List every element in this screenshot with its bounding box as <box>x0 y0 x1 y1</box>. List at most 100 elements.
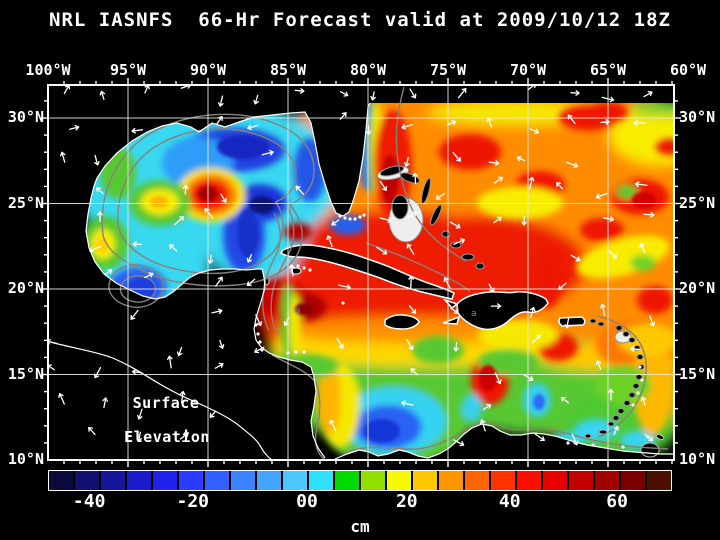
islet-speck <box>302 350 306 354</box>
small-island <box>655 434 665 440</box>
colorbar <box>48 470 672 491</box>
islet-speck <box>341 301 345 305</box>
gray-contour <box>101 113 315 287</box>
axis-ticks <box>41 78 681 467</box>
small-island <box>461 253 475 261</box>
lon-label-100: 100°W <box>25 61 71 79</box>
gray-contour <box>271 354 325 460</box>
coastline <box>334 423 674 460</box>
colorbar-cell-5 <box>179 471 203 490</box>
islet-speck <box>294 350 298 354</box>
colorbar-cell-11 <box>335 471 359 490</box>
current-vectors <box>48 85 656 447</box>
islet-speck <box>621 445 625 449</box>
colorbar-cell-16 <box>465 471 489 490</box>
small-island <box>430 204 442 226</box>
islet-speck <box>343 216 347 220</box>
lat-label-right-30: 30°N <box>679 108 716 126</box>
colorbar-tick-60: 60 <box>606 491 628 512</box>
colorbar-tick-40: 40 <box>498 491 521 512</box>
small-island <box>290 267 302 275</box>
colorbar-cell-20 <box>569 471 593 490</box>
colorbar-cell-10 <box>309 471 333 490</box>
lat-label-right-25: 25°N <box>679 193 716 212</box>
colorbar-cell-21 <box>595 471 619 490</box>
annotation-line1: Surface <box>132 394 200 412</box>
colorbar-cell-3 <box>127 471 151 490</box>
lon-label-95: 95°W <box>109 61 147 79</box>
small-island <box>598 429 608 435</box>
small-island <box>623 400 631 406</box>
colorbar-cell-18 <box>517 471 541 490</box>
colorbar-cell-13 <box>387 471 411 490</box>
gray-contour <box>119 275 157 303</box>
lat-label-right-20: 20°N <box>679 279 716 297</box>
islet-speck <box>256 332 260 336</box>
gray-contour <box>343 422 669 454</box>
contour-label: a <box>295 306 300 316</box>
islet-speck <box>566 441 570 445</box>
colorbar-cell-0 <box>49 471 73 490</box>
small-island <box>441 230 451 238</box>
islet-speck <box>591 443 595 447</box>
small-island <box>640 442 660 458</box>
islet-speck <box>640 378 644 382</box>
colorbar-cell-12 <box>361 471 385 490</box>
colorbar-tick-00: 00 <box>296 491 318 512</box>
colorbar-cell-23 <box>647 471 671 490</box>
small-island <box>617 408 625 414</box>
colorbar-tick--40: -40 <box>72 491 106 512</box>
lat-label-left-10: 10°N <box>7 450 44 468</box>
lon-label-85: 85°W <box>269 61 307 79</box>
colorbar-tick-20: 20 <box>395 491 418 512</box>
lon-label-80: 80°W <box>349 61 387 79</box>
island-haiti-sw-peninsula <box>442 315 461 325</box>
land-south-america <box>334 424 674 460</box>
islet-speck <box>254 323 258 327</box>
colorbar-cell-2 <box>101 471 125 490</box>
page-title: NRL IASNFS 66-Hr Forecast valid at 2009/… <box>49 9 671 31</box>
lat-label-left-30: 30°N <box>7 108 44 126</box>
small-island <box>597 321 605 327</box>
islet-speck <box>338 214 342 218</box>
small-island <box>615 325 623 331</box>
coastline <box>48 340 273 460</box>
small-island <box>607 421 615 427</box>
lat-label-left-15: 15°N <box>7 364 44 383</box>
colorbar-cell-17 <box>491 471 515 490</box>
colorbar-cell-7 <box>231 471 255 490</box>
lon-label-75: 75°W <box>429 61 467 79</box>
annotation-line2: Elevation <box>124 428 210 446</box>
graticule <box>48 85 674 460</box>
colorbar-cell-4 <box>153 471 177 490</box>
small-island <box>628 392 636 398</box>
small-island <box>450 241 462 249</box>
gray-contour <box>365 242 471 293</box>
colorbar-units: cm <box>350 517 370 536</box>
lon-label-70: 70°W <box>509 61 547 79</box>
colorbar-cell-9 <box>283 471 307 490</box>
colorbar-cell-8 <box>257 471 281 490</box>
small-island <box>589 318 597 324</box>
small-island <box>475 262 485 270</box>
small-island <box>628 337 636 343</box>
gray-contour <box>117 128 297 275</box>
gray-contour <box>108 264 164 308</box>
gray-contour <box>270 202 295 336</box>
lat-label-right-10: 10°N <box>679 450 716 468</box>
lon-label-65: 65°W <box>589 61 627 79</box>
islet-speck <box>358 215 362 219</box>
colorbar-cell-15 <box>439 471 463 490</box>
lon-label-90: 90°W <box>189 61 227 79</box>
lat-label-left-20: 20°N <box>7 279 44 297</box>
gray-contour <box>262 212 281 332</box>
islet-speck <box>302 266 306 270</box>
colorbar-cell-14 <box>413 471 437 490</box>
colorbar-cell-22 <box>621 471 645 490</box>
small-island <box>622 331 630 337</box>
colorbar-tick--20: -20 <box>176 491 210 512</box>
gray-contour <box>597 315 647 438</box>
lon-label-60: 60°W <box>669 61 707 79</box>
